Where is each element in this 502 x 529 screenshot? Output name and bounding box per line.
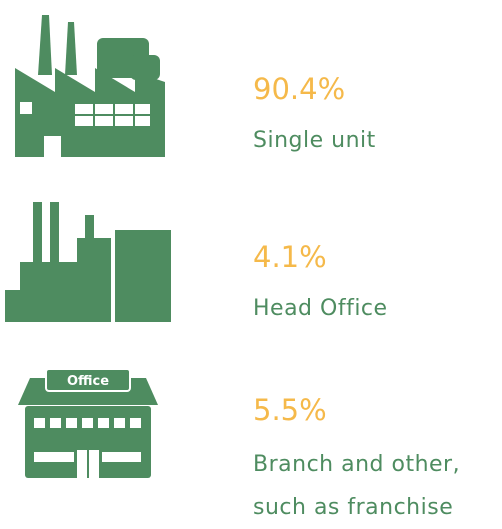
head-office-icon <box>5 202 171 322</box>
factory-windows <box>20 102 150 157</box>
factory-icon <box>15 15 165 157</box>
branch-icon: Office <box>18 368 158 478</box>
icons: Office <box>5 15 171 478</box>
percent: 90.4% <box>253 72 346 106</box>
percent: 5.5% <box>253 393 327 427</box>
label: Branch and other, such as franchise <box>253 452 461 520</box>
label: Single unit <box>253 128 376 153</box>
label: Head Office <box>253 296 388 321</box>
percent: 4.1% <box>253 240 327 274</box>
office-sign: Office <box>67 374 109 389</box>
